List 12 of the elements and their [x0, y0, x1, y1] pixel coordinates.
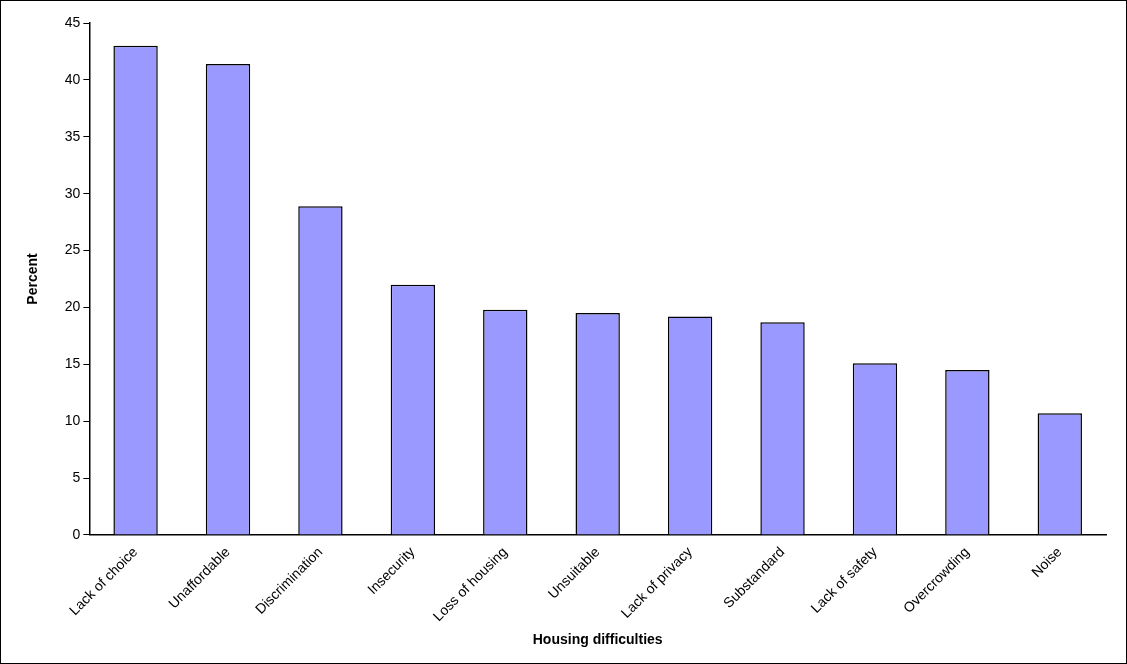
- y-tick-label: 35: [64, 127, 81, 144]
- x-axis-title: Housing difficulties: [532, 631, 663, 648]
- y-tick-label: 20: [64, 298, 81, 315]
- y-tick-label: 5: [72, 468, 81, 485]
- y-axis-title: Percent: [24, 252, 41, 305]
- y-tick-label: 45: [64, 13, 81, 30]
- y-tick-label: 0: [72, 525, 81, 542]
- y-tick-label: 30: [64, 184, 81, 201]
- y-tick-label: 40: [64, 70, 81, 87]
- y-tick-label: 15: [64, 355, 81, 372]
- y-tick-label: 25: [64, 241, 81, 258]
- y-tick-label: 10: [64, 412, 81, 429]
